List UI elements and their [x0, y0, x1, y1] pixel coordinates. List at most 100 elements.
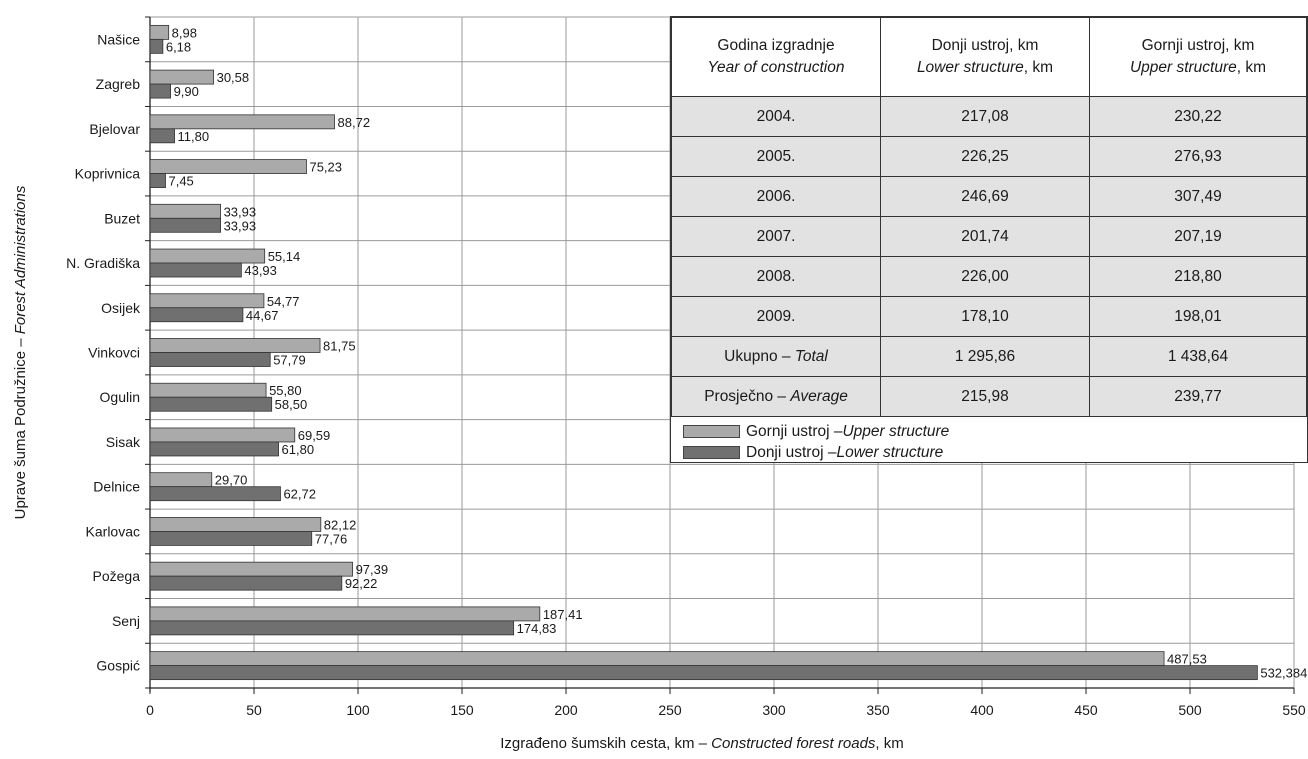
header-upper-line1: Gornji ustroj, km	[1141, 37, 1255, 54]
legend-label-upper-plain: Gornji ustroj –	[746, 423, 843, 440]
data-label: 75,23	[309, 160, 342, 175]
header-year-line1: Godina izgradnje	[717, 37, 835, 54]
x-tick-label: 0	[146, 702, 154, 718]
bar-upper-structure	[149, 651, 1165, 667]
bar-upper-structure	[149, 382, 267, 398]
category-label: Bjelovar	[89, 121, 140, 137]
summary-table-grid: Godina izgradnje Year of construction Do…	[671, 17, 1307, 417]
table-cell-total-upper: 1 438,64	[1089, 336, 1307, 377]
table-row: 2009. 178,10 198,01	[671, 296, 1307, 337]
data-label: 61,80	[282, 442, 315, 457]
data-label: 30,58	[217, 70, 250, 85]
table-cell-lower: 226,00	[880, 256, 1090, 297]
table-total-row: Ukupno – Total 1 295,86 1 438,64	[671, 336, 1307, 377]
table-cell-lower: 226,25	[880, 136, 1090, 177]
bar-lower-structure	[149, 396, 273, 412]
x-tick-label: 150	[450, 702, 474, 718]
category-label: N. Gradiška	[66, 255, 140, 271]
summary-table: Godina izgradnje Year of construction Do…	[670, 16, 1308, 463]
legend-item-lower: Donji ustroj – Lower structure	[683, 442, 1307, 463]
table-cell-upper: 307,49	[1089, 176, 1307, 217]
table-cell-year: 2004.	[671, 96, 881, 137]
header-upper-line2: Upper structure	[1129, 59, 1237, 76]
chart-legend: Gornji ustroj – Upper structure Donji us…	[671, 417, 1307, 463]
table-row: 2005. 226,25 276,93	[671, 136, 1307, 177]
bar-lower-structure	[149, 352, 271, 367]
bar-upper-structure	[149, 159, 307, 174]
category-label: Gospić	[96, 658, 140, 674]
data-label: 55,14	[268, 249, 301, 264]
x-tick-label: 250	[658, 702, 682, 718]
bar-lower-structure	[149, 575, 343, 591]
data-label: 81,75	[323, 339, 356, 354]
bar-upper-structure	[149, 561, 353, 577]
table-cell-lower: 217,08	[880, 96, 1090, 137]
header-lower-line1: Donji ustroj, km	[931, 37, 1039, 54]
table-row: 2008. 226,00 218,80	[671, 256, 1307, 297]
bar-lower-structure	[149, 307, 244, 323]
table-row: 2006. 246,69 307,49	[671, 176, 1307, 217]
x-tick-label: 450	[1074, 702, 1098, 718]
data-label: 44,67	[246, 308, 279, 323]
bar-lower-structure	[149, 262, 242, 278]
category-label: Vinkovci	[88, 345, 140, 361]
bar-upper-structure	[149, 293, 265, 309]
bar-upper-structure	[149, 606, 541, 622]
bar-lower-structure	[149, 217, 221, 233]
header-lower-line2: Lower structure	[916, 59, 1024, 76]
table-cell-year: 2009.	[671, 296, 881, 337]
data-label: 43,93	[244, 263, 277, 278]
header-year: Godina izgradnje Year of construction	[671, 17, 881, 97]
legend-swatch-lower	[683, 446, 740, 459]
y-axis-title: Uprave šuma Podružnice – Forest Administ…	[12, 185, 29, 519]
table-cell-year: 2007.	[671, 216, 881, 257]
data-label: 92,22	[345, 576, 378, 591]
data-label: 82,12	[324, 517, 357, 532]
x-tick-label: 100	[346, 702, 370, 718]
x-tick-label: 400	[970, 702, 994, 718]
data-label: 7,45	[168, 174, 193, 189]
legend-label-lower-italic: Lower structure	[836, 444, 944, 461]
table-cell-upper: 230,22	[1089, 96, 1307, 137]
legend-label-lower-plain: Donji ustroj –	[746, 444, 837, 461]
bar-lower-structure	[149, 441, 279, 457]
data-label: 8,98	[172, 25, 197, 40]
header-lower-unit: , km	[1023, 59, 1054, 76]
data-label: 69,59	[298, 428, 331, 443]
bar-upper-structure	[149, 517, 322, 532]
category-label: Sisak	[106, 434, 141, 450]
table-cell-average-label: Prosječno – Average	[671, 376, 881, 417]
data-label: 58,50	[275, 397, 308, 412]
data-label: 6,18	[166, 39, 191, 54]
table-cell-year: 2008.	[671, 256, 881, 297]
data-label: 487,53	[1167, 652, 1207, 667]
bar-upper-structure	[149, 338, 321, 353]
data-label: 29,70	[215, 473, 248, 488]
data-label: 54,77	[267, 294, 300, 309]
table-cell-lower: 201,74	[880, 216, 1090, 257]
data-label: 174,83	[517, 621, 557, 636]
table-row: 2004. 217,08 230,22	[671, 96, 1307, 137]
data-label: 187,41	[543, 607, 583, 622]
table-cell-average-lower: 215,98	[880, 376, 1090, 417]
bar-lower-structure	[149, 531, 313, 546]
category-label: Osijek	[101, 300, 141, 316]
x-tick-label: 500	[1178, 702, 1202, 718]
table-cell-upper: 198,01	[1089, 296, 1307, 337]
category-label: Požega	[93, 568, 141, 584]
category-label: Karlovac	[86, 523, 140, 539]
header-lower: Donji ustroj, km Lower structure, km	[880, 17, 1090, 97]
table-cell-upper: 207,19	[1089, 216, 1307, 257]
x-axis-title: Izgrađeno šumskih cesta, km – Constructe…	[500, 735, 904, 752]
x-tick-label: 550	[1282, 702, 1306, 718]
header-upper: Gornji ustroj, km Upper structure, km	[1089, 17, 1307, 97]
category-label: Zagreb	[96, 76, 141, 92]
bar-lower-structure	[149, 173, 166, 188]
data-label: 62,72	[283, 487, 316, 502]
table-cell-year: 2006.	[671, 176, 881, 217]
bar-lower-structure	[149, 83, 171, 99]
data-label: 11,80	[178, 129, 210, 144]
legend-swatch-upper	[683, 425, 740, 438]
table-average-row: Prosječno – Average 215,98 239,77	[671, 376, 1307, 417]
bar-upper-structure	[149, 248, 266, 264]
